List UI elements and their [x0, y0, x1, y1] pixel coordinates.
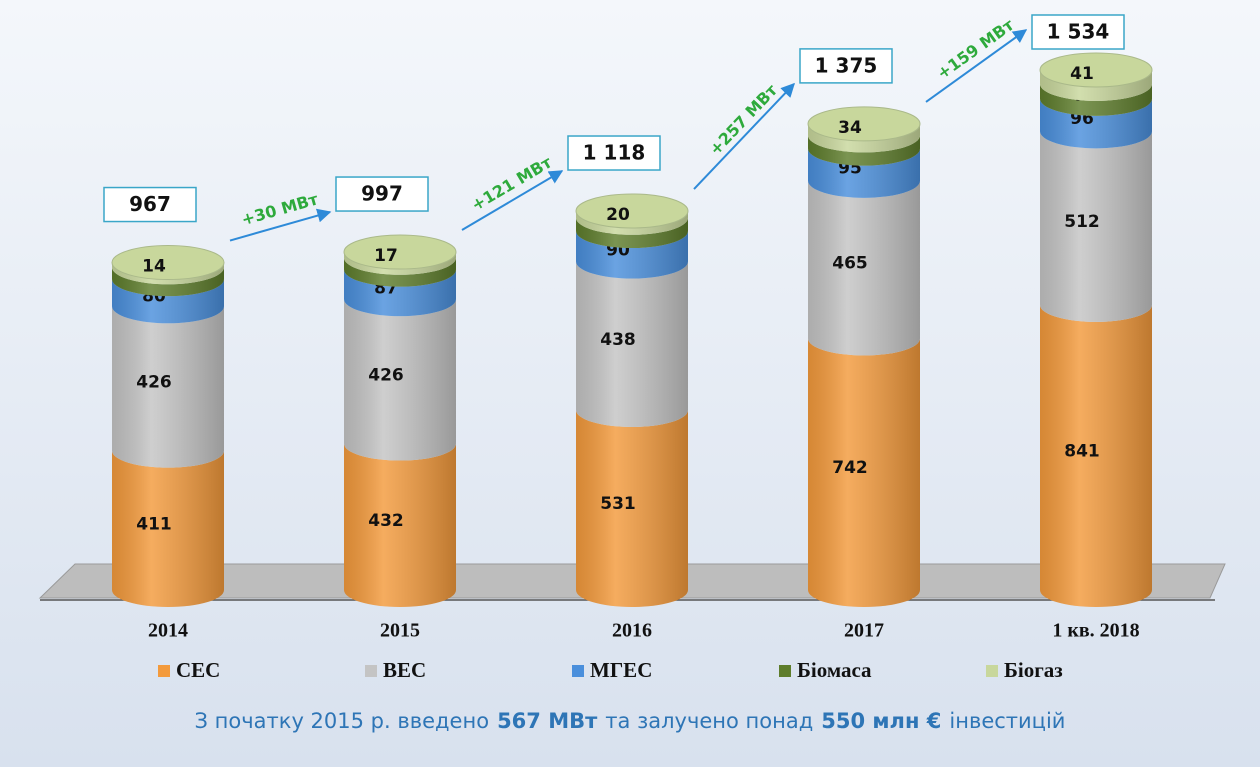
x-tick-label: 2017 — [844, 620, 884, 642]
bar-shade — [808, 338, 920, 607]
bar-cap — [807, 106, 921, 142]
total-label: 1 118 — [583, 141, 646, 165]
bar-shade — [344, 257, 457, 287]
footer-part: та залучено понад — [605, 709, 813, 733]
value-label: 742 — [832, 458, 868, 478]
total-box — [335, 176, 429, 212]
total-box — [799, 48, 893, 84]
x-tick-label: 2015 — [380, 620, 420, 642]
growth-arrow — [461, 170, 564, 231]
bar-shade — [1040, 304, 1152, 607]
total-label: 1 534 — [1047, 20, 1110, 44]
bar-shade — [112, 306, 224, 468]
value-label: 465 — [832, 254, 868, 274]
bar-shade — [1040, 131, 1152, 322]
bar-shade — [808, 123, 920, 153]
bar-shade — [1040, 98, 1152, 149]
legend-swatch — [572, 665, 584, 677]
bar-shade — [808, 180, 920, 356]
bar-shade — [576, 410, 688, 607]
footer-part: З початку 2015 р. введено — [195, 709, 490, 733]
value-label: 531 — [600, 494, 636, 514]
value-label: 14 — [142, 257, 166, 277]
footer-part: 550 млн € — [821, 709, 941, 733]
bar-shade — [808, 148, 920, 198]
bar-shade — [576, 231, 688, 279]
value-label: 426 — [368, 365, 404, 385]
value-label: 438 — [600, 330, 636, 350]
bar-shade — [808, 135, 920, 166]
value-label: 426 — [136, 372, 172, 392]
value-label: 20 — [606, 205, 630, 225]
bar-cap — [111, 245, 225, 281]
bar-shade — [112, 450, 224, 607]
growth-arrow — [925, 29, 1028, 103]
footer: З початку 2015 р. введено 567 МВт та залуч… — [195, 709, 1066, 733]
total-box — [103, 186, 197, 223]
value-label: 17 — [374, 246, 398, 266]
bar-cap — [343, 234, 457, 270]
bar-shade — [112, 262, 224, 285]
legend-label: ВЕС — [383, 658, 426, 682]
bar-shade — [576, 261, 688, 427]
bar-cap — [575, 193, 689, 229]
legend-label: СЕС — [176, 658, 220, 682]
legend-label: Біогаз — [1004, 658, 1063, 682]
growth-arrow — [693, 82, 795, 190]
total-label: 967 — [129, 192, 171, 216]
value-label: 34 — [838, 118, 862, 138]
legend-label: МГЕС — [590, 658, 652, 682]
x-tick-label: 1 кв. 2018 — [1052, 620, 1139, 642]
legend-swatch — [779, 665, 791, 677]
total-label: 1 375 — [815, 53, 878, 77]
legend-swatch — [986, 665, 998, 677]
value-label: 432 — [368, 511, 404, 531]
legend-swatch — [158, 665, 170, 677]
bar-shade — [344, 299, 457, 461]
legend-label: Біомаса — [797, 658, 872, 682]
total-label: 997 — [361, 182, 403, 206]
footer-part: 567 МВт — [497, 709, 598, 733]
bar-shade — [344, 252, 457, 275]
bar-shade — [112, 279, 224, 324]
bar-shade — [112, 267, 224, 297]
bar-shade — [576, 211, 688, 235]
bar-shade — [344, 443, 457, 607]
x-tick-label: 2016 — [612, 620, 652, 642]
value-label: 411 — [136, 514, 172, 534]
bar-shade — [1040, 83, 1152, 116]
total-box — [567, 135, 661, 171]
bar-shade — [344, 269, 457, 317]
value-label: 841 — [1064, 441, 1100, 461]
value-label: 41 — [1070, 64, 1094, 84]
legend-swatch — [365, 665, 377, 677]
total-box — [1031, 14, 1125, 50]
value-label: 512 — [1064, 212, 1100, 232]
x-tick-label: 2014 — [148, 620, 188, 642]
growth-arrow — [229, 208, 332, 242]
bar-shade — [1040, 70, 1152, 101]
footer-part: інвестицій — [949, 709, 1065, 733]
bar-cap — [1039, 52, 1153, 88]
bar-shade — [576, 217, 688, 249]
